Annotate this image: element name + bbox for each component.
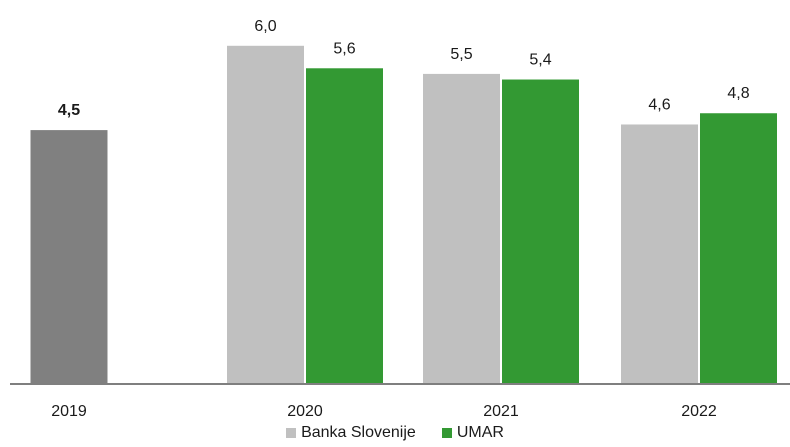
data-label-2021-series-2: 5,4 bbox=[529, 52, 551, 69]
x-tick-labels-group: 2019 2020 2021 2022 bbox=[51, 403, 717, 420]
legend-swatch-banka-slovenije bbox=[286, 428, 297, 438]
x-tick-label-2021: 2021 bbox=[483, 403, 519, 420]
x-tick-label-2020: 2020 bbox=[287, 403, 323, 420]
data-label-2022-series-2: 4,8 bbox=[727, 85, 749, 102]
legend-label-umar: UMAR bbox=[456, 424, 504, 441]
data-label-2020-series-1: 6,0 bbox=[254, 18, 276, 35]
bar-2021-series-1 bbox=[423, 73, 500, 384]
legend-item-banka-slovenije: Banka Slovenije bbox=[286, 424, 416, 442]
bar-2021-series-2 bbox=[502, 79, 579, 384]
bar-2020-series-1 bbox=[227, 45, 304, 384]
bar-2020-series-2 bbox=[306, 68, 383, 383]
legend-swatch-umar bbox=[441, 428, 452, 438]
data-labels-group: 4,5 6,0 5,6 5,5 5,4 4,6 4,8 bbox=[58, 18, 750, 119]
bar-2019-series-0 bbox=[30, 130, 108, 383]
legend-item-umar: UMAR bbox=[441, 424, 504, 442]
data-label-2021-series-1: 5,5 bbox=[450, 46, 472, 63]
data-label-2020-series-2: 5,6 bbox=[333, 40, 355, 57]
bar-2022-series-1 bbox=[621, 124, 698, 383]
data-label-2019-series-0: 4,5 bbox=[58, 102, 80, 119]
x-tick-label-2019: 2019 bbox=[51, 403, 87, 420]
bar-2022-series-2 bbox=[700, 113, 777, 384]
bars-group bbox=[30, 45, 777, 384]
legend-label-banka-slovenije: Banka Slovenije bbox=[301, 424, 416, 441]
legend: Banka Slovenije UMAR bbox=[0, 424, 790, 442]
x-tick-label-2022: 2022 bbox=[681, 403, 717, 420]
data-label-2022-series-1: 4,6 bbox=[648, 96, 670, 113]
